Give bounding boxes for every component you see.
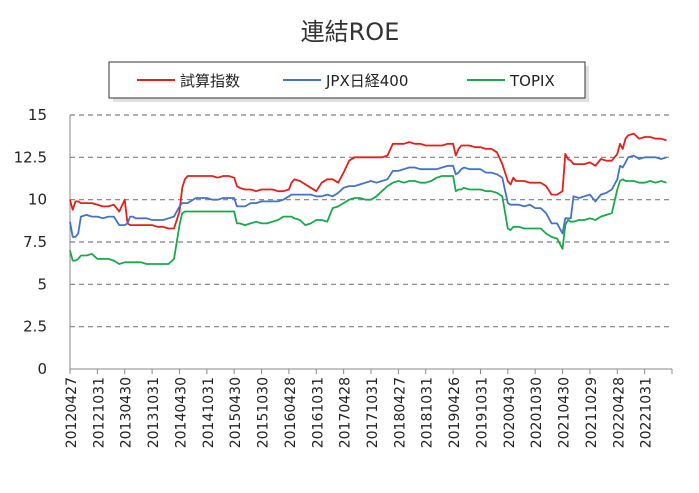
x-tick-label: 20171031 [365,377,381,448]
y-tick-label: 7.5 [23,233,47,251]
x-tick-label: 20131031 [146,377,162,448]
x-tick-label: 20141031 [201,377,217,448]
x-tick-label: 20121031 [91,377,107,448]
y-tick-label: 12.5 [14,148,47,166]
x-tick-label: 20211029 [584,377,600,448]
legend-label: JPX日経400 [325,72,408,90]
series-line-2 [69,175,667,265]
legend: 試算指数 JPX日経400 TOPIX [108,61,589,102]
chart-title: 連結ROE [301,18,400,46]
x-tick-label: 20201030 [529,377,545,448]
y-tick-label: 0 [37,360,47,378]
x-tick-label: 20180427 [392,377,408,448]
x-tick-label: 20130430 [119,377,135,448]
y-tick-label: 15 [28,106,47,124]
grid [69,114,672,370]
legend-box [108,61,586,99]
legend-label: TOPIX [509,72,555,90]
x-tick-label: 20210430 [557,377,573,448]
x-tick-label: 20150430 [228,377,244,448]
y-tick-label: 10 [28,191,47,209]
x-tick-label: 20200430 [502,377,518,448]
series-line-1 [69,154,667,238]
legend-label: 試算指数 [180,72,240,90]
x-tick-label: 20140430 [173,377,189,448]
x-axis: 20120427 20121031 20130430 20131031 20140430… [64,369,673,448]
x-tick-label: 20220428 [611,377,627,448]
x-tick-label: 20151030 [256,377,272,448]
y-tick-label: 5 [37,275,47,293]
x-tick-label: 20191031 [474,377,490,448]
y-axis: 0 2.5 5 7.5 10 12.5 15 [14,106,47,378]
x-tick-label: 20120427 [64,377,80,448]
series-layer [69,132,667,265]
x-tick-label: 20170428 [338,377,354,448]
x-tick-label: 20221031 [639,377,655,448]
x-tick-label: 20161031 [310,377,326,448]
x-tick-label: 20160428 [283,377,299,448]
x-tick-label: 20190426 [447,377,463,448]
y-tick-label: 2.5 [23,318,47,336]
series-line-0 [69,132,667,230]
x-tick-label: 20181031 [420,377,436,448]
